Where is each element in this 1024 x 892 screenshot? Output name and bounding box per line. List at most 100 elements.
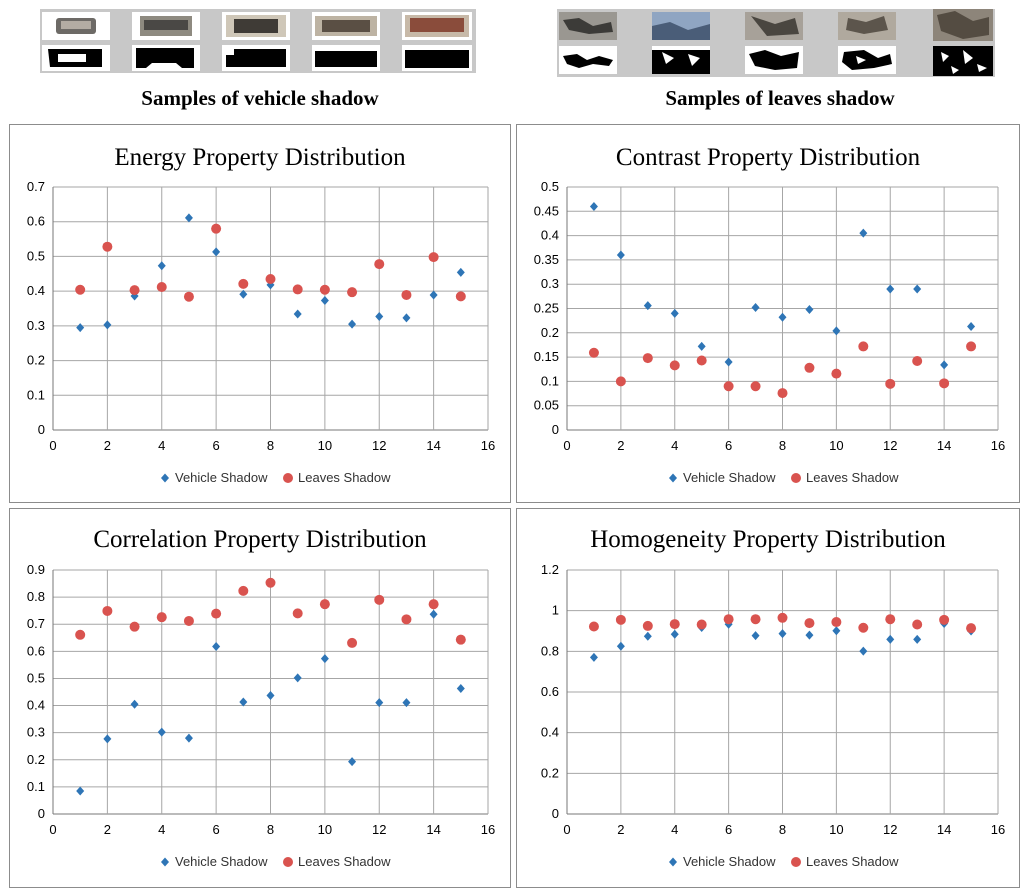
contrast-vehicle-point [697, 341, 706, 351]
correlation-leaves-point [455, 634, 466, 645]
correlation-vehicle-point [456, 683, 465, 693]
energy-vehicle-point [212, 247, 221, 257]
contrast-vehicle-point [751, 303, 760, 313]
homogeneity-x-tick-label: 6 [725, 822, 732, 837]
homogeneity-chart-panel: Homogeneity Property Distribution 0 0.2 0.4… [516, 508, 1020, 888]
energy-vehicle-point [184, 213, 193, 223]
energy-legend-vehicle-marker [161, 473, 169, 483]
correlation-leaves-point [75, 629, 86, 640]
contrast-x-tick-label: 2 [617, 438, 624, 453]
correlation-vehicle-point [157, 727, 166, 737]
contrast-vehicle-point [670, 308, 679, 318]
contrast-leaves-point [615, 376, 626, 387]
energy-leaves-point [265, 273, 276, 284]
correlation-x-tick-label: 12 [372, 822, 386, 837]
contrast-vehicle-point [778, 312, 787, 322]
contrast-x-tick-label: 8 [779, 438, 786, 453]
homogeneity-vehicle-point [670, 629, 679, 639]
homogeneity-x-tick-label: 10 [829, 822, 843, 837]
correlation-vehicle-point [76, 786, 85, 796]
contrast-chart-panel: Contrast Property Distribution 0 0.05 0.1 0.… [516, 124, 1020, 503]
correlation-y-tick-label: 0.5 [27, 670, 45, 685]
contrast-legend-vehicle-label: Vehicle Shadow [683, 470, 776, 485]
energy-chart: Energy Property Distribution 0 0.1 0.2 0.3 0.… [27, 144, 495, 485]
contrast-vehicle-point [940, 360, 949, 370]
energy-x-tick-label: 12 [372, 438, 386, 453]
contrast-y-tick-label: 0.3 [541, 276, 559, 291]
correlation-x-tick-label: 6 [213, 822, 220, 837]
correlation-y-tick-label: 0.8 [27, 589, 45, 604]
energy-leaves-point [374, 259, 385, 270]
energy-leaves-point [156, 281, 167, 292]
vehicle-sample-3 [222, 12, 290, 40]
energy-leaves-point [319, 284, 330, 295]
leaves-samples-heading: Samples of leaves shadow [665, 86, 895, 110]
contrast-leaves-point [750, 381, 761, 392]
contrast-y-tick-label: 0.15 [534, 349, 559, 364]
homogeneity-leaves-point [885, 614, 896, 625]
correlation-vehicle-point [402, 698, 411, 708]
homogeneity-x-tick-label: 2 [617, 822, 624, 837]
homogeneity-y-tick-label: 1 [552, 603, 559, 618]
contrast-y-tick-label: 0.25 [534, 301, 559, 316]
energy-leaves-point [401, 289, 412, 300]
energy-x-tick-label: 10 [318, 438, 332, 453]
correlation-vehicle-point [266, 691, 275, 701]
contrast-vehicle-point [643, 301, 652, 311]
homogeneity-vehicle-point [643, 631, 652, 641]
contrast-legend-vehicle-marker [669, 473, 677, 483]
correlation-leaves-point [347, 637, 358, 648]
vehicle-mask-2 [132, 45, 200, 71]
homogeneity-y-tick-label: 0.4 [541, 725, 559, 740]
homogeneity-leaves-point [642, 620, 653, 631]
vehicle-mask-4 [312, 45, 380, 71]
contrast-x-tick-label: 10 [829, 438, 843, 453]
energy-vehicle-point [456, 267, 465, 277]
correlation-vehicle-point [320, 654, 329, 664]
homogeneity-leaves-point [939, 614, 950, 625]
leaves-mask-5 [933, 46, 993, 76]
homogeneity-leaves-point [804, 618, 815, 629]
energy-y-tick-label: 0.7 [27, 179, 45, 194]
contrast-y-tick-label: 0.4 [541, 228, 559, 243]
correlation-x-tick-label: 16 [481, 822, 495, 837]
homogeneity-leaves-point [588, 621, 599, 632]
homogeneity-leaves-point [669, 619, 680, 630]
correlation-leaves-point [156, 612, 167, 623]
correlation-leaves-point [183, 615, 194, 626]
homogeneity-leaves-point [615, 614, 626, 625]
vehicle-sample-1 [42, 12, 110, 40]
contrast-y-tick-label: 0.35 [534, 252, 559, 267]
energy-x-tick-label: 2 [104, 438, 111, 453]
homogeneity-leaves-point [966, 623, 977, 634]
vehicle-sample-4 [312, 12, 380, 40]
correlation-x-tick-label: 10 [318, 822, 332, 837]
energy-vehicle-point [76, 323, 85, 333]
correlation-leaves-point [102, 605, 113, 616]
correlation-legend-leaves-label: Leaves Shadow [298, 854, 391, 869]
contrast-leaves-point [669, 360, 680, 371]
contrast-vehicle-point [805, 304, 814, 314]
energy-y-tick-label: 0.5 [27, 248, 45, 263]
vehicle-samples-strip [40, 9, 476, 73]
homogeneity-y-tick-label: 0 [552, 806, 559, 821]
vehicle-mask-3 [222, 45, 290, 71]
homogeneity-y-tick-label: 0.6 [541, 684, 559, 699]
energy-y-tick-label: 0.4 [27, 283, 45, 298]
energy-leaves-point [455, 291, 466, 302]
vehicle-sample-5 [402, 12, 472, 40]
correlation-y-tick-label: 0 [38, 806, 45, 821]
homogeneity-vehicle-point [913, 634, 922, 644]
leaves-sample-2 [652, 12, 710, 40]
homogeneity-chart-title: Homogeneity Property Distribution [590, 526, 946, 553]
correlation-chart-panel: Correlation Property Distribution 0 0.1 0.2… [9, 508, 511, 888]
correlation-leaves-point [319, 599, 330, 610]
energy-x-tick-label: 0 [49, 438, 56, 453]
leaves-mask-2 [652, 46, 710, 74]
energy-leaves-point [129, 285, 140, 296]
contrast-leaves-point [858, 341, 869, 352]
contrast-y-tick-label: 0 [552, 422, 559, 437]
correlation-leaves-point [374, 594, 385, 605]
homogeneity-x-tick-label: 4 [671, 822, 678, 837]
energy-x-tick-label: 6 [213, 438, 220, 453]
